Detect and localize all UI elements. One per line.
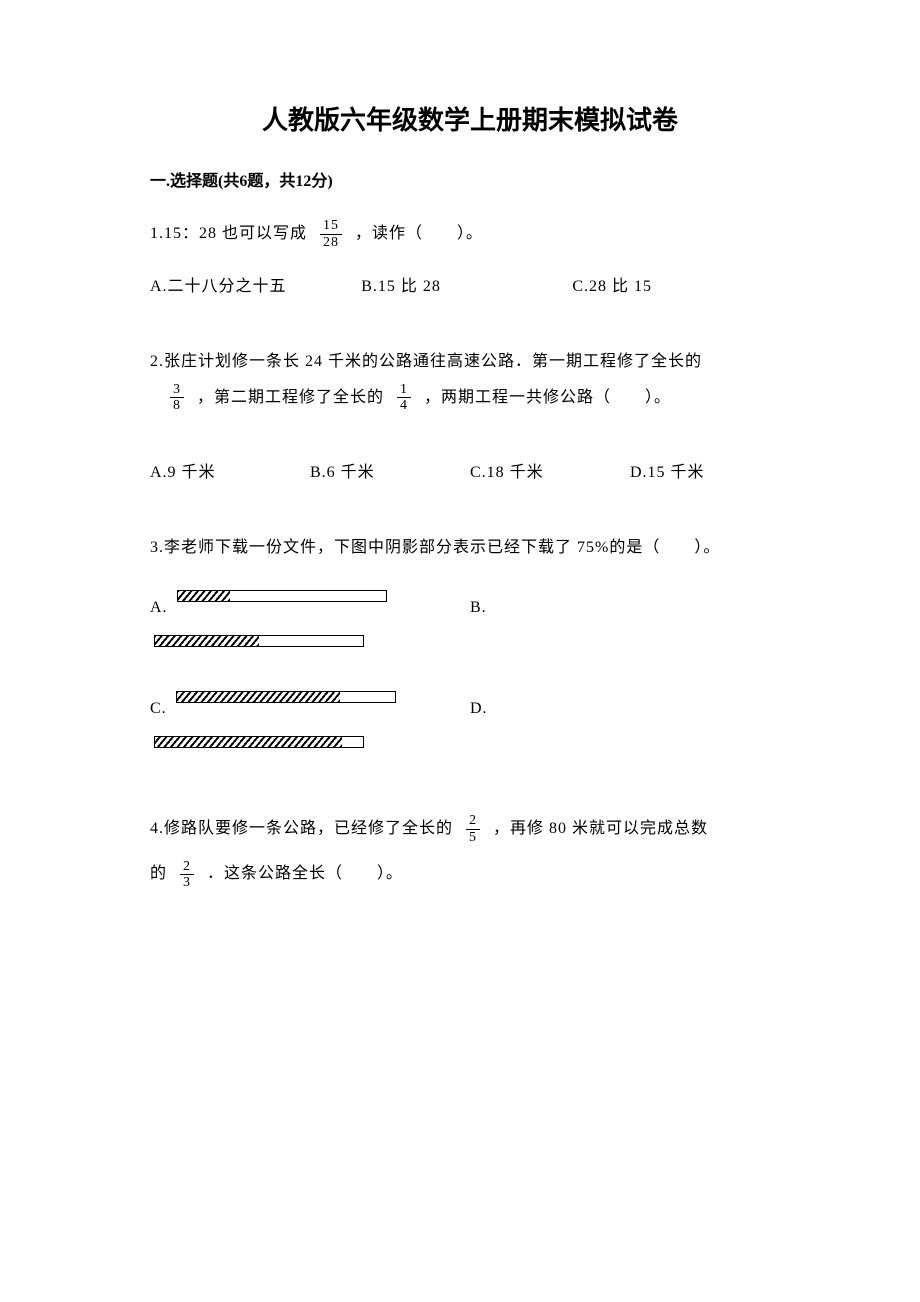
q3-cell-b: B. [470,590,790,625]
q3-label-d: D. [470,700,488,717]
q2-frac1-den: 8 [170,398,184,413]
q3-bar-d [154,736,364,748]
q3-bar-a-wrap [177,590,387,608]
q3-cell-c: C. [150,691,470,726]
q3-bar-a-fill [178,591,230,601]
q3-cell-d: D. [470,691,790,726]
q4-tail: ．这条公路全长（ ）。 [207,865,403,882]
exam-page: 人教版六年级数学上册期末模拟试卷 一.选择题(共6题，共12分) 1.15：28… [0,0,920,1302]
q1-option-a: A.二十八分之十五 [150,269,361,304]
q1-options: A.二十八分之十五 B.15 比 28 C.28 比 15 [150,269,790,304]
q1-option-c: C.28 比 15 [572,269,783,304]
q3-row-ab-label: A. B. [150,590,790,625]
q3-cell-d-bar [150,736,470,771]
q4-mid: ，再修 80 米就可以完成总数 [493,820,708,837]
q1-stem-b: ，读作（ ）。 [355,225,483,242]
q3-bar-c [176,691,396,703]
q4-fraction-1: 2 5 [466,813,480,845]
q4-pre: 4.修路队要修一条公路，已经修了全长的 [150,820,453,837]
q3-bar-b [154,635,364,647]
q3-stem: 3.李老师下载一份文件，下图中阴影部分表示已经下载了 75%的是（ ）。 [150,530,790,565]
q4-frac2-num: 2 [180,859,194,875]
q2-line2: 3 8 ，第二期工程修了全长的 1 4 ，两期工程一共修公路（ ）。 [150,380,790,415]
q3-bar-c-wrap [176,691,396,709]
q2-fraction-2: 1 4 [397,382,411,414]
q1-option-b: B.15 比 28 [361,269,572,304]
q3-bar-c-fill [177,692,341,702]
question-3: 3.李老师下载一份文件，下图中阴影部分表示已经下载了 75%的是（ ）。 A. … [150,530,790,771]
q1-frac-den: 28 [320,235,342,250]
q2-mid: ，第二期工程修了全长的 [197,389,384,406]
q2-option-c: C.18 千米 [470,455,630,490]
q3-label-a: A. [150,599,168,616]
q3-bar-b-wrap [154,635,364,653]
q4-frac2-den: 3 [180,875,194,890]
question-4: 4.修路队要修一条公路，已经修了全长的 2 5 ，再修 80 米就可以完成总数 … [150,811,790,891]
question-2: 2.张庄计划修一条长 24 千米的公路通往高速公路．第一期工程修了全长的 3 8… [150,344,790,490]
q2-frac2-den: 4 [397,398,411,413]
q3-bar-d-wrap [154,736,364,754]
question-1: 1.15：28 也可以写成 15 28 ，读作（ ）。 A.二十八分之十五 B.… [150,216,790,304]
q3-row-d-bar [150,736,790,771]
q1-fraction: 15 28 [320,218,342,250]
q3-bar-b-fill [155,636,259,646]
q3-row-b-bar [150,635,790,670]
q2-frac1-num: 3 [170,382,184,398]
q1-frac-num: 15 [320,218,342,234]
q4-fraction-2: 2 3 [180,859,194,891]
q3-cell-b-bar [150,635,470,670]
q2-line1: 2.张庄计划修一条长 24 千米的公路通往高速公路．第一期工程修了全长的 [150,344,790,379]
q2-options: A.9 千米 B.6 千米 C.18 千米 D.15 千米 [150,455,790,490]
q3-label-c: C. [150,700,167,717]
q4-line2: 的 2 3 ．这条公路全长（ ）。 [150,856,790,891]
q3-label-b: B. [470,599,487,616]
q2-option-d: D.15 千米 [630,455,790,490]
q2-frac2-num: 1 [397,382,411,398]
q3-bar-a [177,590,387,602]
q2-option-a: A.9 千米 [150,455,310,490]
q2-option-b: B.6 千米 [310,455,470,490]
q2-fraction-1: 3 8 [170,382,184,414]
q4-frac1-den: 5 [466,830,480,845]
q4-frac1-num: 2 [466,813,480,829]
q2-tail: ，两期工程一共修公路（ ）。 [424,389,671,406]
q3-row-cd-label: C. D. [150,691,790,726]
q3-bar-d-fill [155,737,342,747]
q4-line2-pre: 的 [150,865,167,882]
q3-options: A. B. [150,590,790,771]
page-title: 人教版六年级数学上册期末模拟试卷 [150,100,790,137]
section-1-header: 一.选择题(共6题，共12分) [150,167,790,191]
q3-cell-a: A. [150,590,470,625]
q1-stem-a: 1.15：28 也可以写成 [150,225,307,242]
